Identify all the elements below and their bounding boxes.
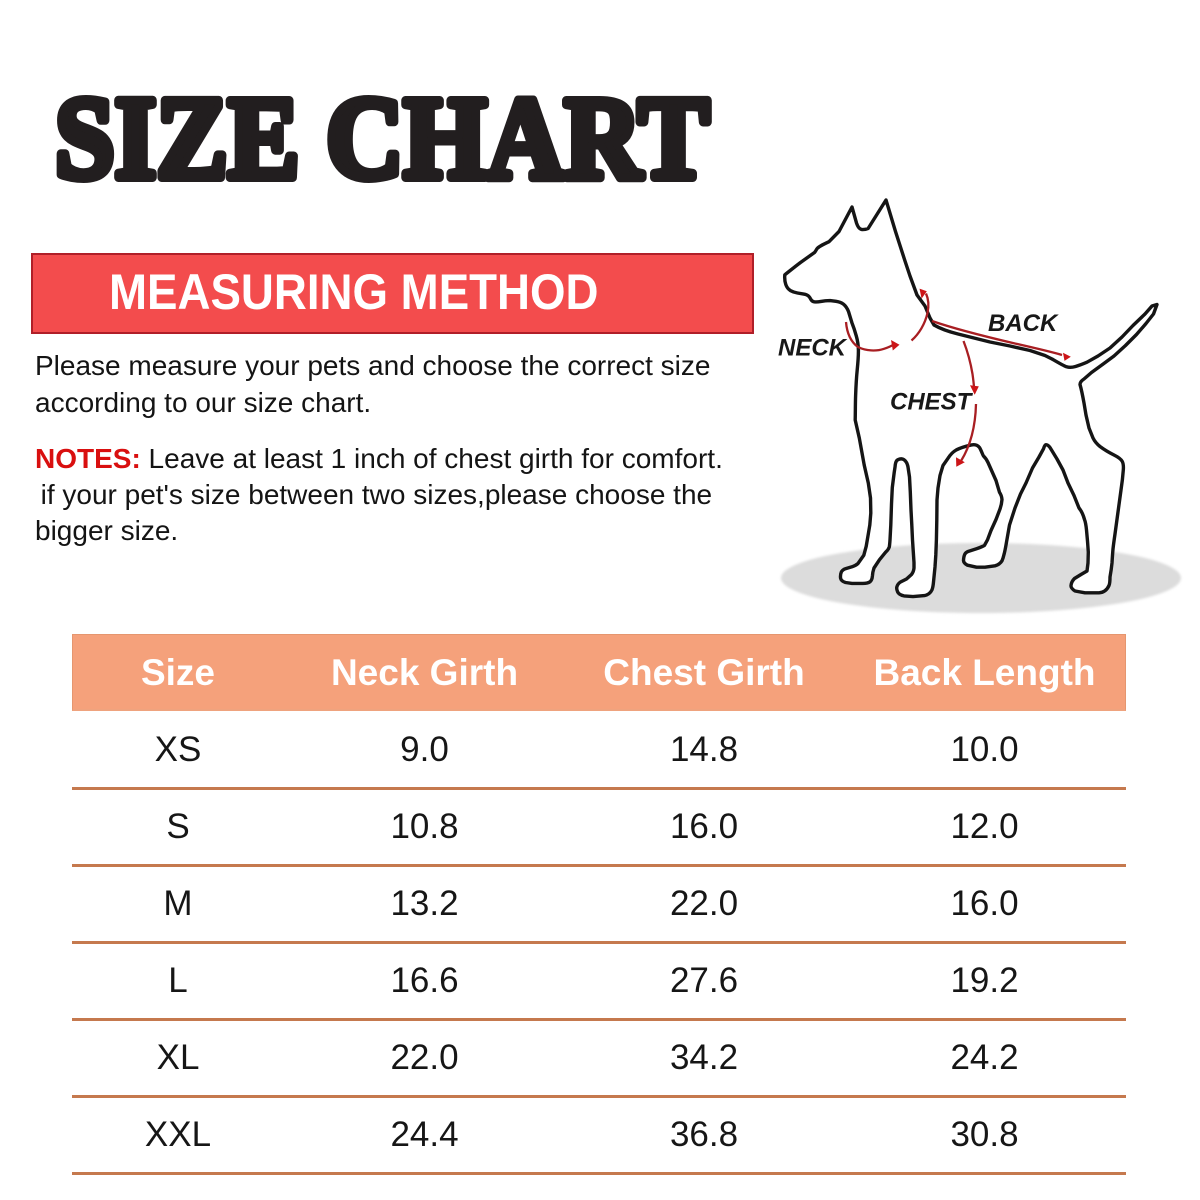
svg-text:CHEST: CHEST — [890, 389, 974, 416]
svg-text:NECK: NECK — [778, 335, 848, 362]
svg-text:BACK: BACK — [988, 310, 1059, 337]
svg-text:SIZE CHART: SIZE CHART — [55, 74, 709, 204]
